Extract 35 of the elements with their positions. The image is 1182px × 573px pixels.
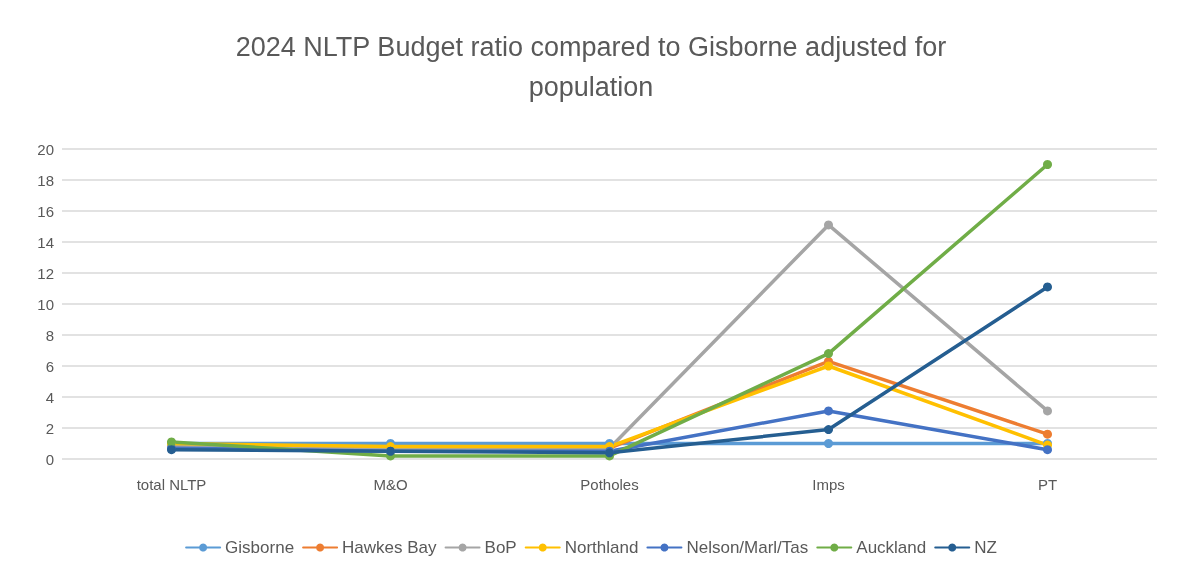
point	[824, 406, 833, 416]
x-tick-label: Imps	[812, 476, 845, 493]
y-tick-label: 14	[37, 233, 54, 251]
point	[824, 425, 833, 435]
y-tick-label: 0	[45, 450, 54, 468]
y-tick-label: 10	[37, 295, 54, 313]
x-tick-label: M&O	[373, 476, 408, 493]
y-tick-label: 12	[37, 264, 54, 282]
point	[824, 361, 833, 371]
legend-label: Nelson/Marl/Tas	[686, 538, 809, 557]
legend-label: NZ	[974, 538, 997, 557]
y-tick-label: 8	[45, 326, 54, 344]
legend-label: BoP	[484, 538, 517, 557]
y-tick-label: 20	[37, 140, 54, 158]
point	[1043, 429, 1052, 439]
point	[824, 349, 833, 359]
y-tick-label: 18	[37, 171, 54, 189]
x-tick-label: Potholes	[580, 476, 639, 493]
point	[824, 220, 833, 230]
chart-title: 2024 NLTP Budget ratio compared to Gisborne adjusted for population	[235, 32, 947, 102]
point	[1043, 282, 1052, 292]
y-tick-label: 4	[45, 388, 54, 406]
point	[1043, 445, 1052, 455]
y-tick-label: 6	[45, 357, 54, 375]
legend-label: Hawkes Bay	[342, 538, 438, 557]
y-tick-label: 2	[45, 419, 54, 437]
x-tick-label: total NLTP	[136, 476, 207, 493]
legend-label: Northland	[564, 538, 639, 557]
x-tick-label: PT	[1037, 476, 1058, 493]
point	[824, 439, 833, 448]
y-tick-label: 16	[37, 202, 54, 220]
point	[1043, 406, 1052, 416]
legend-label: Gisborne	[225, 538, 295, 557]
legend-label: Auckland	[856, 538, 927, 557]
point	[1043, 160, 1052, 169]
